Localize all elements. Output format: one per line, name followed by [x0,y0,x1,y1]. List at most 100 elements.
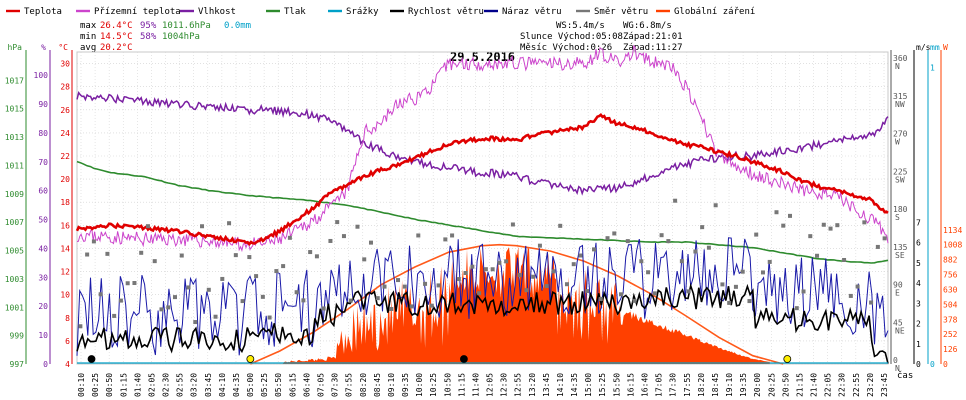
wind-direction-point [551,269,556,274]
wind-direction-point [382,284,387,289]
x-tick-label: 12:30 [500,373,509,397]
axis-tick-left: 10 [38,331,48,340]
wind-direction-point [409,304,414,309]
axis-tick-right: 1 [930,64,935,73]
wind-direction-point [875,244,880,249]
x-ticks: 00:10 00:25 00:50 01:15 01:40 02:05 02:30 02:55… [77,373,889,397]
wind-direction-point [341,234,346,239]
wind-direction-point [774,210,779,215]
wind-direction-point [760,270,765,275]
wind-direction-point [152,259,157,264]
axis-tick-dir-name: W [895,138,900,147]
wind-direction-point [368,240,373,245]
wind-direction-point [646,270,651,275]
wind-direction-point [632,298,637,303]
wind-direction-point [220,276,225,281]
stat-min-hum: 58% [140,32,157,42]
stat-min-press: 1004hPa [162,32,200,42]
series-vlhkost [76,90,889,196]
wind-direction-point [713,203,718,208]
wind-direction-point [801,289,806,294]
wind-direction-point [456,277,461,282]
x-tick-label: 22:55 [852,373,861,397]
wind-direction-point [720,282,725,287]
x-tick-label: 15:25 [598,373,607,397]
axis-tick-left: 14 [60,244,70,253]
stat-moon-set: Západ:11:27 [623,43,683,53]
wind-direction-point [314,254,319,259]
x-tick-label: 17:55 [683,373,692,397]
axis-tick-left: 4 [65,360,70,369]
wind-direction-point [828,226,833,231]
wind-direction-point [781,223,786,228]
stat-max-press: 1011.6hPa [162,21,211,31]
axis-tick-left: 80 [38,129,48,138]
stat-moon: Měsíc Východ:0:26 [520,43,612,53]
wind-direction-point [193,320,198,325]
wind-direction-point [497,260,502,265]
x-tick-label: 19:10 [725,373,734,397]
x-tick-label: 13:45 [542,373,551,397]
x-tick-label: 23:45 [880,373,889,397]
wind-direction-point [429,303,434,308]
x-tick-label: 21:40 [810,373,819,397]
x-tick-label: 08:45 [373,373,382,397]
axis-tick-right: 0 [930,360,935,369]
series-p-zemn-teplota [76,44,889,253]
radiation-measured-area [283,246,770,364]
wind-direction-point [808,234,813,239]
wind-direction-point [227,221,232,226]
axis-tick-left: 12 [60,268,70,277]
wind-direction-point [396,278,401,283]
wind-direction-point [612,231,617,236]
axis-tick-dir-deg: 180 [893,205,908,214]
axis-tick-left: 60 [38,187,48,196]
moonrise-marker [87,355,96,363]
wind-direction-point [375,296,380,301]
wind-direction-point [274,269,279,274]
wind-direction-point [321,306,326,311]
x-tick-label: 20:00 [753,373,762,397]
stat-min-temp: 14.5°C [100,32,133,42]
axis-tick-left: 40 [38,244,48,253]
wind-direction-point [747,299,752,304]
wind-direction-point [794,306,799,311]
wind-direction-point [308,250,313,255]
wind-direction-point [294,290,299,295]
wind-direction-point [254,274,259,279]
axis-tick-left: 1011 [5,161,24,170]
x-tick-label: 00:10 [77,373,86,397]
wind-direction-point [125,281,130,286]
legend-entry: Tlak [284,7,306,17]
wind-direction-point [186,285,191,290]
axis-tick-right: 756 [943,271,958,280]
x-tick-label: 03:20 [190,373,199,397]
wind-direction-point [706,245,711,250]
axis-tick-dir-deg: 270 [893,130,908,139]
x-tick-label: 07:05 [316,373,325,397]
x-tick-label: 17:05 [655,373,664,397]
wind-direction-point [862,220,867,225]
x-tick-label: 10:50 [443,373,452,397]
series-rychlost-vetru [76,282,889,364]
wind-direction-point [679,259,684,264]
x-tick-label: 23:20 [866,373,875,397]
wind-direction-point [328,238,333,243]
wind-direction-point [200,224,205,229]
legend-entry: Přízemní teplota [94,7,181,17]
axis-tick-dir-name: E [895,289,900,298]
wind-direction-point [477,291,482,296]
axis-tick-left: 20 [38,302,48,311]
wind-direction-points [78,198,887,363]
wind-direction-point [564,282,569,287]
stat-avg-label: avg [80,43,96,53]
wind-direction-point [402,284,407,289]
axis-tick-left: 10 [60,291,70,300]
wind-direction-point [436,283,441,288]
axis-tick-left: 90 [38,100,48,109]
wind-direction-point [362,257,367,262]
wind-direction-point [767,259,772,264]
axis-tick-right: 126 [943,345,958,354]
wind-direction-point [639,259,644,264]
